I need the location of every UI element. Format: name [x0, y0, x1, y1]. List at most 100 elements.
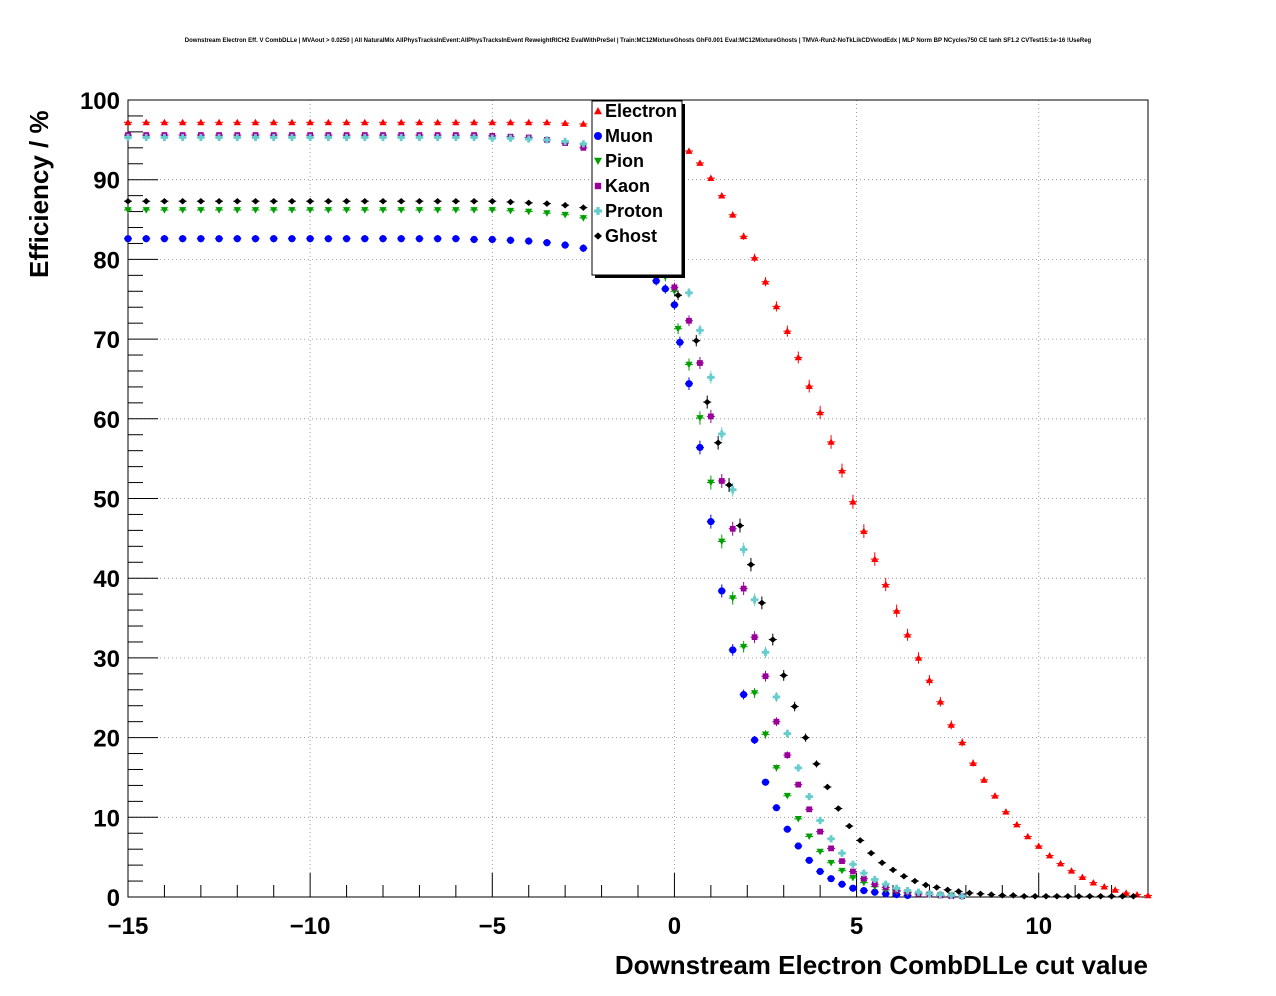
cross-bar: [399, 133, 403, 142]
muon-point: [729, 646, 737, 654]
ghost-point: [1031, 892, 1039, 900]
ghost-point: [911, 877, 919, 885]
pion-point: [772, 765, 781, 772]
muon-point: [670, 301, 679, 309]
x-tick-label: −5: [479, 913, 506, 940]
legend-item-electron: Electron: [594, 101, 677, 121]
proton-point: [794, 764, 802, 772]
y-tick-label: 40: [93, 566, 120, 593]
kaon-point: [751, 634, 758, 641]
muon-point: [270, 235, 278, 243]
ghost-point: [965, 889, 974, 897]
electron-point: [1078, 873, 1087, 880]
cross-bar: [199, 133, 203, 142]
electron-point: [470, 118, 478, 126]
cross-bar: [884, 880, 888, 888]
electron-point: [215, 118, 223, 126]
proton-point: [740, 545, 748, 554]
proton-point: [415, 133, 424, 142]
electron-point: [160, 118, 169, 126]
cross-bar: [254, 133, 257, 142]
proton-point: [397, 133, 405, 142]
ghost-point: [769, 636, 777, 643]
muon-point: [761, 778, 770, 786]
ghost-point: [1097, 892, 1105, 900]
cross-bar: [454, 133, 458, 142]
pion-point: [197, 207, 205, 214]
ghost-point: [561, 201, 569, 209]
cross-bar: [753, 596, 757, 604]
ghost-point: [954, 888, 963, 895]
proton-point: [506, 134, 515, 142]
cross-bar: [818, 816, 822, 825]
proton-point: [882, 880, 890, 888]
cross-bar: [917, 888, 920, 896]
ghost-point: [878, 859, 886, 866]
pion-point: [142, 207, 150, 214]
proton-point: [685, 289, 693, 297]
y-tick-label: 100: [80, 88, 120, 115]
electron-point: [750, 254, 759, 261]
muon-point: [361, 235, 369, 243]
ghost-point: [889, 866, 897, 874]
electron-point: [827, 438, 835, 445]
proton-point: [838, 849, 846, 857]
muon-point: [142, 235, 150, 243]
electron-point: [805, 382, 813, 390]
cross-bar: [709, 373, 713, 381]
electron-point: [958, 738, 966, 746]
muon-point: [707, 518, 715, 526]
axis-ticks: [127, 99, 1149, 898]
ghost-point: [1075, 892, 1083, 900]
ghost-point: [692, 337, 700, 344]
pion-point: [124, 207, 132, 214]
muon-point: [783, 825, 791, 833]
cross-bar: [949, 891, 953, 900]
cross-bar: [938, 891, 942, 899]
proton-point: [124, 133, 132, 142]
pion-point: [306, 207, 314, 214]
proton-point: [197, 133, 205, 142]
proton-point: [936, 891, 944, 899]
proton-point: [750, 596, 759, 604]
ghost-point: [998, 892, 1006, 899]
cross-bar: [326, 133, 330, 142]
cross-bar: [862, 869, 866, 877]
muon-point: [488, 235, 496, 244]
pion-point: [761, 731, 770, 739]
cross-bar: [742, 545, 746, 554]
pion-point: [849, 874, 857, 882]
electron-point: [707, 174, 715, 181]
muon-point: [397, 235, 405, 243]
ghost-point: [976, 890, 985, 898]
x-tick-label: −10: [290, 913, 331, 940]
ghost-point: [160, 197, 169, 205]
ghost-point: [1107, 892, 1116, 900]
pion-point: [561, 211, 569, 219]
cross-bar: [272, 133, 276, 142]
proton-point: [488, 134, 496, 142]
legend-item-proton: Proton: [594, 201, 663, 221]
electron-point: [233, 118, 241, 126]
proton-point: [543, 136, 551, 144]
muon-point: [718, 587, 726, 595]
legend-label: Pion: [605, 151, 644, 171]
muon-point: [543, 239, 551, 247]
electron-point: [696, 159, 704, 166]
cross-bar: [417, 133, 421, 142]
electron-point: [1035, 842, 1043, 849]
electron-point: [1144, 891, 1152, 899]
pion-point: [361, 207, 369, 214]
muon-point: [470, 235, 478, 244]
electron-point: [306, 118, 314, 126]
kaon-point: [671, 284, 678, 291]
electron-point: [1122, 889, 1130, 896]
ghost-legend-marker: [594, 232, 602, 240]
cross-bar: [927, 890, 931, 898]
muon-point: [838, 880, 846, 888]
pion-point: [251, 207, 260, 214]
electron-point: [980, 776, 988, 783]
cross-bar: [126, 133, 130, 142]
electron-point: [1002, 808, 1010, 815]
y-tick-label: 30: [93, 646, 120, 673]
